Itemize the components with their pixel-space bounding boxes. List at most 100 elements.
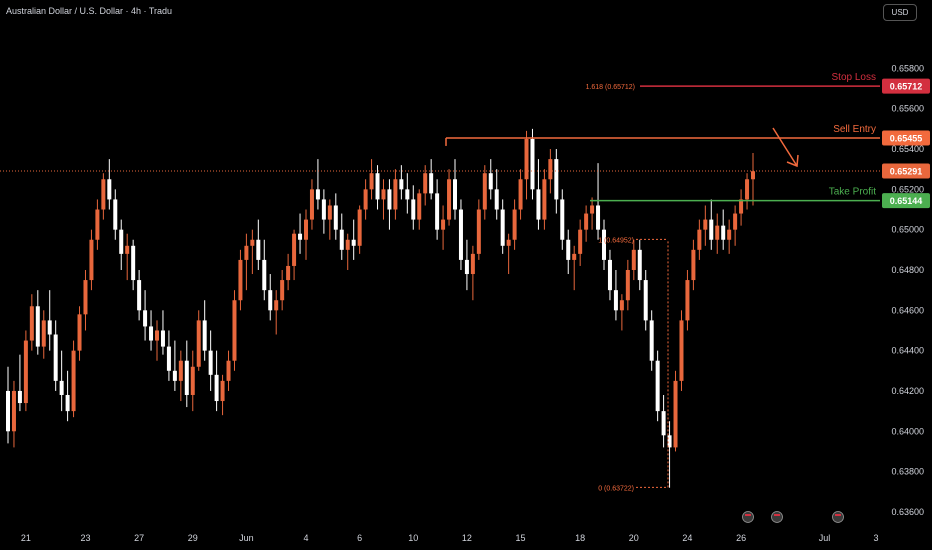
sell-entry-price-label: 0.65455 — [890, 133, 923, 143]
candle-body — [196, 320, 201, 367]
candle-body — [578, 229, 583, 254]
candle-body — [703, 219, 708, 230]
candle-body — [399, 179, 404, 190]
candle-body — [679, 320, 684, 381]
price-tick-label: 0.65000 — [891, 225, 924, 235]
candle-body — [721, 225, 726, 240]
time-tick-label: 29 — [188, 533, 198, 543]
stop-loss-badge — [882, 78, 930, 94]
candle-body — [125, 245, 130, 254]
candle-body — [113, 199, 118, 230]
price-tick-label: 0.65800 — [891, 63, 924, 73]
candle-body — [339, 229, 344, 250]
candle-body — [232, 300, 237, 361]
candle-body — [41, 320, 46, 347]
economic-event-icon — [771, 511, 783, 523]
price-tick-label: 0.63600 — [891, 507, 924, 517]
candle-body — [453, 179, 457, 210]
time-tick-label: 24 — [682, 533, 692, 543]
candles-layer — [6, 128, 755, 488]
candle-body — [53, 334, 58, 381]
price-tick-label: 0.65200 — [891, 184, 924, 194]
candle-body — [280, 280, 285, 301]
candle-body — [184, 360, 189, 395]
candle-body — [631, 249, 636, 270]
fib-low-label: 0 (0.63722) — [598, 485, 634, 492]
economic-event-icon — [742, 511, 754, 523]
time-tick-label: 20 — [629, 533, 639, 543]
candle-body — [429, 173, 434, 194]
candle-body — [71, 350, 76, 412]
candle-body — [524, 138, 529, 180]
candle-body — [512, 209, 517, 240]
price-axis[interactable]: 0.65800 0.65600 0.65400 0.65200 0.65000 0.648… — [880, 0, 932, 550]
candle-body — [464, 259, 469, 275]
candle-body — [208, 350, 213, 375]
sell-entry-label: Sell Entry — [833, 124, 876, 135]
candle-body — [327, 205, 332, 220]
price-tick-label: 0.63800 — [891, 467, 924, 477]
time-tick-label: 15 — [516, 533, 526, 543]
candle-body — [351, 239, 356, 246]
candle-body — [613, 290, 618, 311]
candle-body — [482, 173, 487, 210]
candle-body — [745, 179, 750, 200]
time-tick-label: 23 — [80, 533, 90, 543]
flag-icon — [745, 514, 751, 516]
candle-body — [554, 159, 559, 200]
candle-body — [298, 233, 303, 240]
candle-body — [387, 189, 392, 210]
candle-body — [309, 189, 314, 220]
sell-arrow-head — [786, 154, 799, 168]
economic-event-icon — [832, 511, 844, 523]
time-tick-label: 27 — [134, 533, 144, 543]
candle-body — [172, 370, 177, 381]
candle-body — [619, 300, 624, 311]
candle-body — [417, 193, 422, 220]
candle-body — [292, 233, 297, 266]
time-tick-label: Jul — [819, 533, 831, 543]
candle-body — [709, 219, 714, 240]
candle-body — [536, 189, 541, 220]
candle-body — [226, 360, 231, 381]
candle-body — [381, 189, 386, 200]
fib-high-label: 1 (0.64952) — [598, 237, 634, 244]
candle-body — [697, 229, 702, 250]
candle-body — [29, 306, 34, 341]
candle-body — [590, 205, 595, 214]
candle-body — [441, 219, 446, 230]
time-tick-label: Jun — [239, 533, 254, 543]
candle-body — [470, 253, 475, 275]
candle-body — [190, 366, 195, 395]
candle-body — [17, 390, 22, 404]
candle-body — [607, 259, 612, 291]
currency-button[interactable]: USD — [883, 4, 917, 21]
stop-loss-price-label: 0.65712 — [890, 82, 923, 92]
candle-body — [238, 259, 243, 301]
candle-body — [220, 380, 225, 402]
time-tick-label: 12 — [462, 533, 472, 543]
candle-body — [286, 265, 291, 281]
candle-body — [435, 193, 440, 230]
candle-body — [685, 280, 690, 321]
time-tick-label: 18 — [575, 533, 585, 543]
candle-body — [476, 209, 481, 254]
candle-body — [548, 159, 553, 180]
stop-loss-fib-label: 1.618 (0.65712) — [586, 84, 635, 91]
candle-body — [739, 199, 744, 214]
time-axis[interactable]: 21 23 27 29 Jun 4 6 10 12 15 18 20 24 26 Jul 3 — [21, 533, 879, 543]
price-tick-label: 0.64600 — [891, 305, 924, 315]
chart-title: Australian Dollar / U.S. Dollar · 4h · T… — [6, 6, 173, 16]
candle-body — [77, 314, 82, 351]
candle-body — [155, 330, 159, 341]
candle-body — [447, 179, 452, 220]
candle-body — [661, 411, 666, 436]
candle-body — [500, 209, 505, 246]
candle-body — [89, 239, 94, 281]
candle-body — [83, 280, 88, 315]
candle-body — [411, 199, 416, 220]
candle-body — [655, 360, 660, 412]
candle-body — [178, 360, 183, 381]
